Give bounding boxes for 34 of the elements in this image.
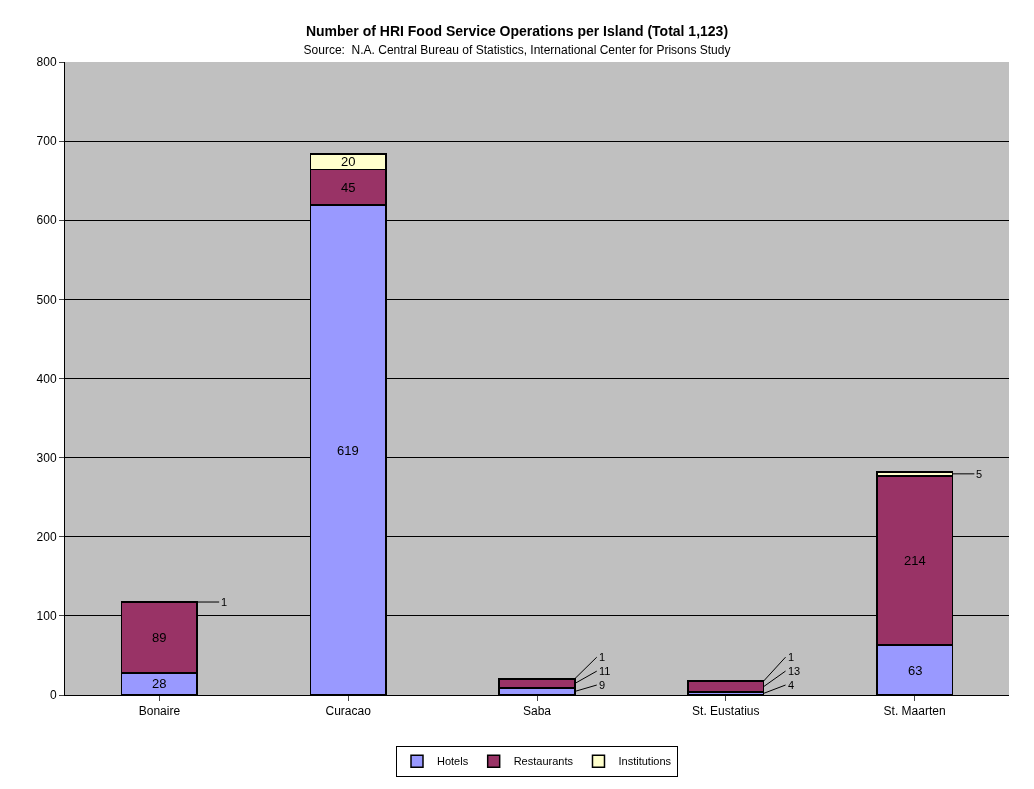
chart-subtitle: Source: N.A. Central Bureau of Statistics, International Center for Prisons Study [303,42,731,57]
data-label: 1 [221,596,228,608]
y-tick-label: 700 [36,134,57,149]
data-label: 20 [341,154,356,169]
y-tick-label: 300 [36,450,57,465]
data-label: 9 [599,679,606,691]
x-tick-label: Saba [522,704,552,719]
data-label: 5 [976,468,983,480]
x-tick-label: Bonaire [138,704,181,719]
data-label: 13 [788,665,801,677]
data-label: 214 [904,553,926,568]
y-tick-label: 100 [36,609,57,624]
legend-label: Hotels [437,755,469,768]
data-label: 11 [599,665,611,677]
data-label: 4 [788,679,795,691]
data-label: 1 [788,651,795,663]
x-tick-label: St. Maarten [883,704,946,719]
chart-title: Number of HRI Food Service Operations per Island (Total 1,123) [305,22,729,39]
legend-label: Restaurants [513,755,574,768]
y-tick-label: 0 [49,688,57,703]
data-label: 28 [152,676,167,691]
y-tick-label: 800 [36,55,57,70]
legend-label: Institutions [618,755,672,768]
data-label: 619 [337,443,359,458]
y-tick-label: 400 [36,371,57,386]
data-label: 1 [599,651,606,663]
y-tick-label: 600 [36,213,57,228]
x-tick-label: St. Eustatius [692,704,760,719]
data-label: 89 [152,630,167,645]
y-tick-label: 500 [36,292,57,307]
data-label: 45 [341,180,356,195]
x-tick-label: Curacao [325,704,372,719]
y-tick-label: 200 [36,529,57,544]
data-label: 63 [908,663,923,678]
